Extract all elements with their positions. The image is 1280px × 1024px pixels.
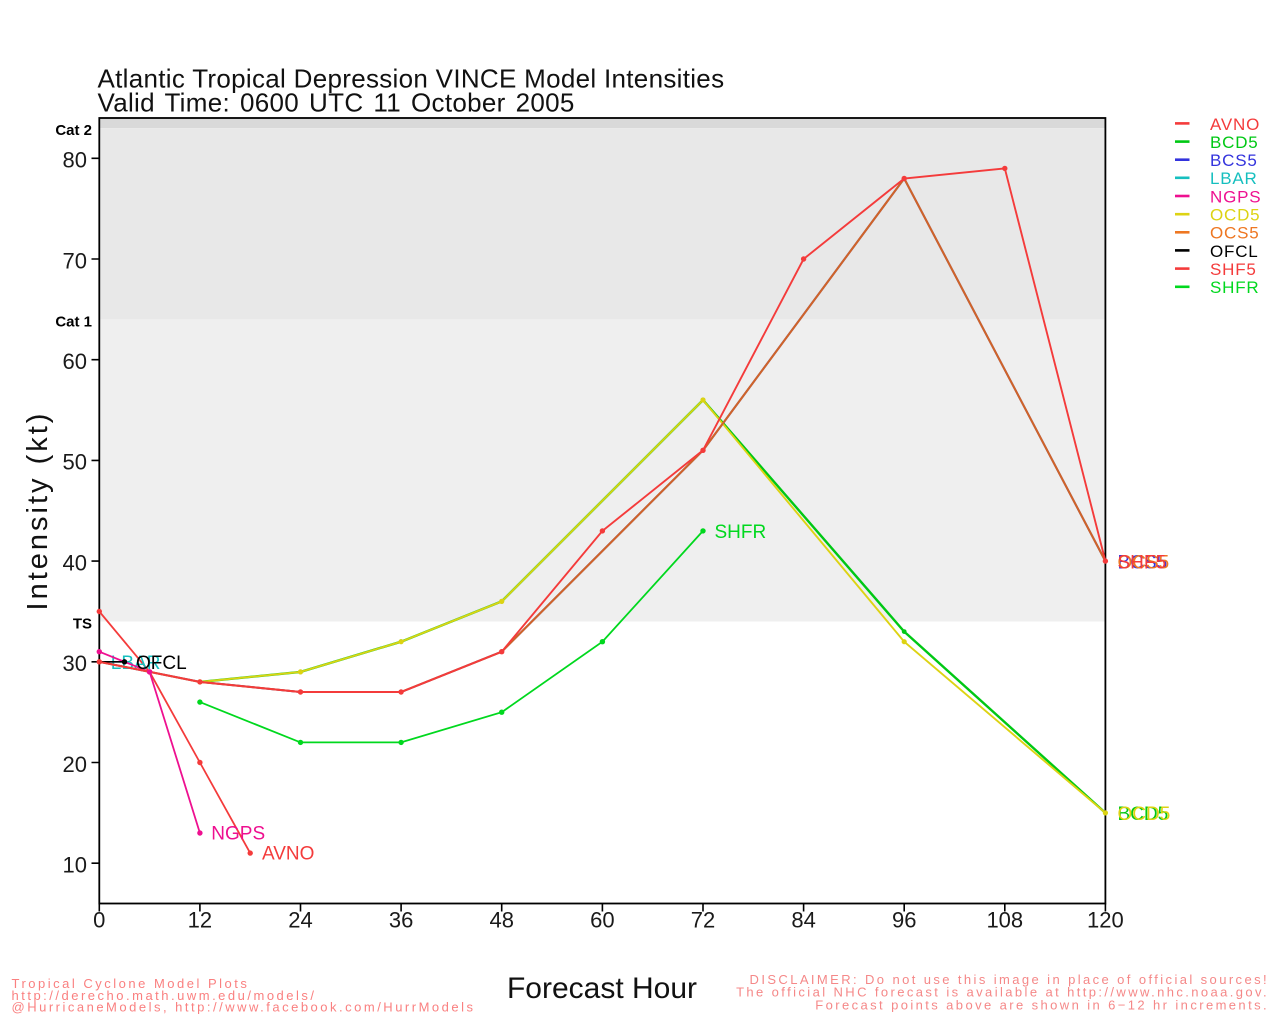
svg-text:30: 30 [63,651,87,676]
svg-text:0: 0 [93,908,105,933]
svg-text:Forecast points above are show: Forecast points above are shown in 6−12 … [815,997,1269,1012]
svg-text:NGPS: NGPS [211,824,265,845]
svg-text:BCS5: BCS5 [1118,552,1168,573]
svg-text:TS: TS [73,615,92,632]
svg-text:OFCL: OFCL [1210,242,1259,261]
svg-text:50: 50 [63,450,87,475]
svg-text:SHF5: SHF5 [1118,552,1167,573]
svg-text:108: 108 [986,908,1023,933]
svg-text:SHFR: SHFR [715,522,767,543]
svg-text:BCD5: BCD5 [1118,804,1169,825]
svg-text:LBAR: LBAR [111,653,161,674]
svg-text:40: 40 [63,550,87,575]
svg-text:BCD5: BCD5 [1210,133,1259,152]
svg-text:SHFR: SHFR [1210,278,1259,297]
svg-text:12: 12 [188,908,212,933]
svg-text:NGPS: NGPS [1210,187,1261,206]
svg-text:84: 84 [791,908,815,933]
svg-text:OCS5: OCS5 [1118,552,1170,573]
svg-text:36: 36 [389,908,413,933]
svg-text:AVNO: AVNO [262,844,314,865]
svg-text:24: 24 [288,908,312,933]
svg-text:SHF5: SHF5 [1210,260,1257,279]
svg-text:OCD5: OCD5 [1210,206,1260,225]
svg-text:Valid Time: 0600 UTC 11 Octobe: Valid Time: 0600 UTC 11 October 2005 [98,88,575,118]
svg-text:DISCLAIMER: Do not use this im: DISCLAIMER: Do not use this image in pla… [750,972,1269,987]
svg-text:LBAR: LBAR [1210,169,1258,188]
svg-text:72: 72 [691,908,715,933]
svg-text:60: 60 [590,908,614,933]
svg-text:Cat 2: Cat 2 [55,122,92,139]
svg-text:120: 120 [1087,908,1124,933]
svg-text:OFCL: OFCL [136,653,187,674]
svg-text:10: 10 [63,853,87,878]
svg-text:BCS5: BCS5 [1210,151,1258,170]
svg-text:Atlantic Tropical Depression V: Atlantic Tropical Depression VINCE Model… [98,64,725,94]
svg-text:96: 96 [892,908,916,933]
svg-text:Cat 1: Cat 1 [55,313,92,330]
svg-text:Intensity (kt): Intensity (kt) [22,411,54,611]
svg-text:@HurricaneModels, http://www.f: @HurricaneModels, http://www.facebook.co… [12,1000,476,1015]
svg-text:OCS5: OCS5 [1210,224,1260,243]
svg-text:Forecast Hour: Forecast Hour [507,972,697,1005]
svg-text:80: 80 [63,148,87,173]
svg-text:AVNO: AVNO [1210,115,1260,134]
svg-text:60: 60 [63,349,87,374]
svg-text:Tropical Cyclone Model Plots: Tropical Cyclone Model Plots [12,976,250,991]
svg-text:70: 70 [63,248,87,273]
svg-text:The official NHC forecast is a: The official NHC forecast is available a… [736,985,1269,1000]
svg-text:OCD5: OCD5 [1118,804,1171,825]
svg-text:20: 20 [63,752,87,777]
svg-text:48: 48 [489,908,513,933]
svg-text:http://derecho.math.uwm.edu/mo: http://derecho.math.uwm.edu/models/ [12,988,317,1003]
